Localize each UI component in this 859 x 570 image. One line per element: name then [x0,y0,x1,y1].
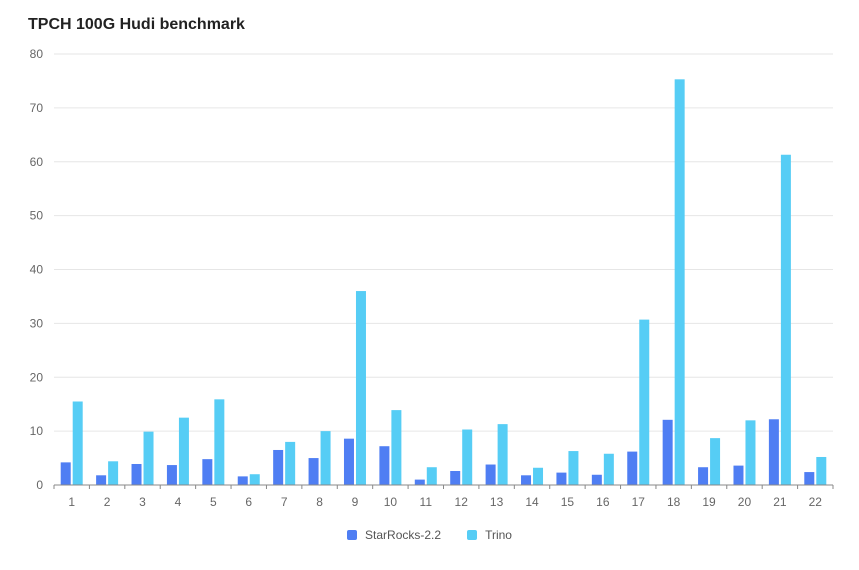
x-tick-label: 13 [490,495,504,509]
legend: StarRocks-2.2 Trino [0,528,859,542]
y-tick-label: 60 [30,155,44,169]
bar-trino-q15[interactable] [568,451,579,485]
bar-trino-q10[interactable] [391,410,402,485]
bar-trino-q5[interactable] [214,399,225,485]
bar-starrocks-q11[interactable] [414,479,425,485]
bar-starrocks-q6[interactable] [237,476,248,485]
bar-starrocks-q10[interactable] [379,446,390,485]
bar-starrocks-q16[interactable] [591,474,602,485]
x-tick-label: 11 [420,495,433,509]
x-tick-label: 20 [738,495,752,509]
bar-trino-q12[interactable] [462,429,473,485]
x-tick-label: 6 [245,495,252,509]
bar-starrocks-q1[interactable] [60,462,71,485]
bar-trino-q11[interactable] [426,467,437,485]
bars [60,79,827,485]
y-tick-label: 40 [30,263,44,277]
bar-trino-q9[interactable] [355,291,366,485]
bar-trino-q7[interactable] [285,441,296,485]
bar-starrocks-q14[interactable] [521,475,532,485]
legend-label-trino: Trino [485,528,512,542]
bar-starrocks-q2[interactable] [96,475,107,485]
x-tick-label: 21 [773,495,787,509]
bar-trino-q14[interactable] [533,467,544,485]
bar-trino-q22[interactable] [816,456,827,485]
bar-starrocks-q8[interactable] [308,458,319,485]
x-tick-label: 19 [702,495,716,509]
bar-starrocks-q21[interactable] [768,419,779,485]
bar-starrocks-q5[interactable] [202,459,213,485]
x-tick-label: 4 [175,495,182,509]
bar-starrocks-q17[interactable] [627,451,638,485]
x-axis-ticks: 1 2 3 4 5 6 7 8 9 10 11 12 13 14 15 16 17 18 19 20 21 22 [53,485,834,509]
bar-starrocks-q12[interactable] [450,470,461,485]
bar-trino-q20[interactable] [745,420,756,485]
bar-starrocks-q20[interactable] [733,465,744,485]
bar-trino-q6[interactable] [249,474,260,485]
legend-swatch-trino [467,530,478,540]
x-tick-label: 12 [455,495,469,509]
x-tick-label: 17 [632,495,646,509]
y-tick-label: 50 [30,209,44,223]
y-tick-label: 0 [36,478,43,492]
bar-starrocks-q3[interactable] [131,463,142,485]
y-tick-label: 70 [30,101,44,115]
gridlines [54,53,833,432]
y-tick-label: 30 [30,316,44,330]
y-tick-label: 10 [30,424,44,438]
bar-trino-q21[interactable] [780,154,791,485]
x-tick-label: 7 [281,495,288,509]
y-tick-label: 80 [30,47,44,61]
bar-trino-q18[interactable] [674,79,685,485]
x-tick-label: 8 [316,495,323,509]
x-tick-label: 22 [809,495,823,509]
x-tick-label: 18 [667,495,681,509]
chart-title: TPCH 100G Hudi benchmark [28,16,245,33]
bar-starrocks-q4[interactable] [166,465,177,485]
bar-trino-q1[interactable] [72,401,83,485]
bar-trino-q3[interactable] [143,431,154,485]
bar-starrocks-q18[interactable] [662,419,673,485]
x-tick-label: 16 [596,495,610,509]
x-tick-label: 10 [384,495,398,509]
bar-trino-q2[interactable] [108,461,119,485]
x-tick-label: 15 [561,495,575,509]
bar-starrocks-q9[interactable] [343,438,354,485]
x-tick-label: 14 [525,495,539,509]
bar-starrocks-q13[interactable] [485,464,496,485]
bar-trino-q19[interactable] [710,438,721,485]
bar-starrocks-q7[interactable] [273,449,284,485]
legend-item-starrocks[interactable]: StarRocks-2.2 [347,528,441,542]
bar-trino-q17[interactable] [639,319,650,485]
legend-label-starrocks: StarRocks-2.2 [365,528,442,542]
bar-trino-q16[interactable] [603,453,614,485]
x-tick-label: 1 [68,495,75,509]
bar-starrocks-q22[interactable] [804,472,815,485]
bar-trino-q13[interactable] [497,424,508,485]
x-tick-label: 9 [352,495,359,509]
bar-starrocks-q15[interactable] [556,472,567,485]
legend-swatch-starrocks [347,530,358,540]
bar-trino-q4[interactable] [178,417,189,485]
y-axis-ticks: 0 10 20 30 40 50 60 70 80 [30,47,44,492]
bar-starrocks-q19[interactable] [698,467,709,485]
x-tick-label: 5 [210,495,217,509]
x-tick-label: 2 [104,495,111,509]
legend-item-trino[interactable]: Trino [467,528,512,542]
bar-trino-q8[interactable] [320,431,331,485]
y-tick-label: 20 [30,370,44,384]
x-tick-label: 3 [139,495,146,509]
